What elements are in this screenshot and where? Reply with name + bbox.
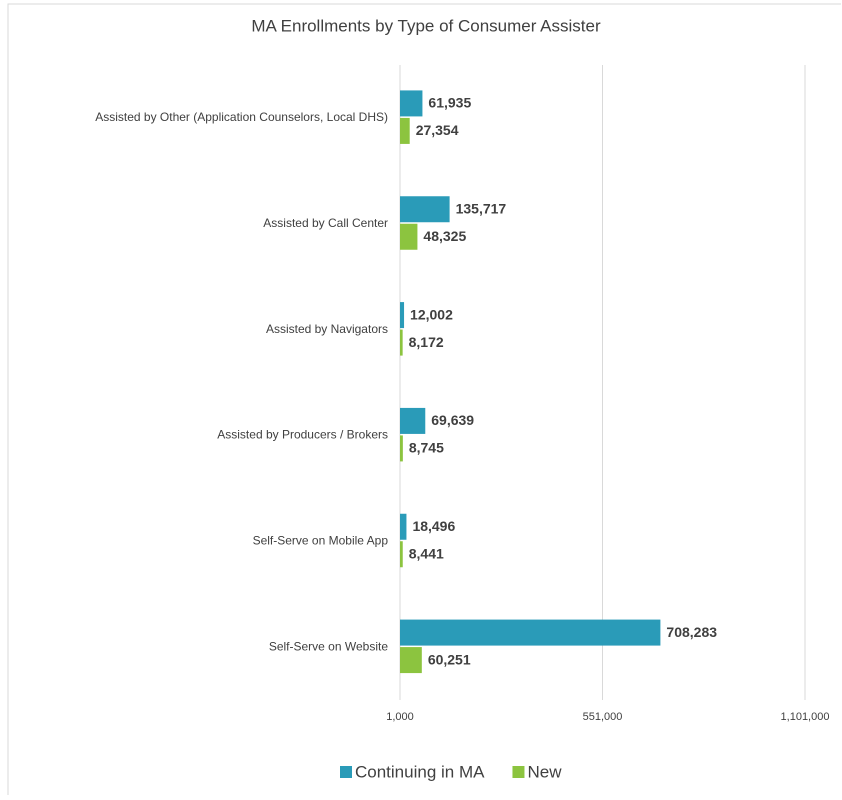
- y-tick-label: Assisted by Call Center: [263, 216, 388, 230]
- value-label: 8,441: [409, 545, 444, 561]
- legend-swatch: [340, 766, 352, 778]
- bar: [400, 302, 405, 329]
- y-tick-label: Self-Serve on Mobile App: [253, 533, 389, 547]
- value-label: 12,002: [410, 306, 453, 322]
- value-label: 69,639: [431, 412, 474, 428]
- value-label: 61,935: [428, 95, 471, 111]
- bar: [400, 513, 407, 540]
- bar: [400, 90, 423, 117]
- value-label: 135,717: [456, 200, 507, 216]
- value-label: 48,325: [423, 228, 466, 244]
- value-label: 8,745: [409, 440, 444, 456]
- bar: [400, 647, 422, 674]
- bar: [400, 541, 403, 568]
- bar: [400, 329, 403, 356]
- x-tick-label: 1,000: [386, 711, 414, 723]
- value-label: 708,283: [666, 624, 717, 640]
- bar: [400, 223, 418, 250]
- chart-title: MA Enrollments by Type of Consumer Assis…: [251, 16, 601, 35]
- legend-label: Continuing in MA: [355, 762, 485, 781]
- value-label: 18,496: [412, 518, 455, 534]
- legend-swatch: [512, 766, 525, 778]
- value-label: 60,251: [428, 651, 471, 667]
- y-tick-label: Assisted by Other (Application Counselor…: [95, 110, 388, 124]
- bar: [400, 196, 450, 223]
- x-tick-label: 1,101,000: [781, 711, 830, 723]
- value-label: 27,354: [416, 122, 459, 138]
- legend-label: New: [527, 762, 562, 781]
- bar: [400, 117, 410, 144]
- y-tick-label: Self-Serve on Website: [269, 639, 388, 653]
- bar: [400, 619, 661, 646]
- value-label: 8,172: [409, 334, 444, 350]
- x-tick-label: 551,000: [583, 711, 623, 723]
- bar: [400, 407, 426, 434]
- bar: [400, 435, 403, 462]
- y-tick-label: Assisted by Producers / Brokers: [217, 428, 388, 442]
- chart-frame: [7, 3, 841, 795]
- y-tick-label: Assisted by Navigators: [266, 322, 388, 336]
